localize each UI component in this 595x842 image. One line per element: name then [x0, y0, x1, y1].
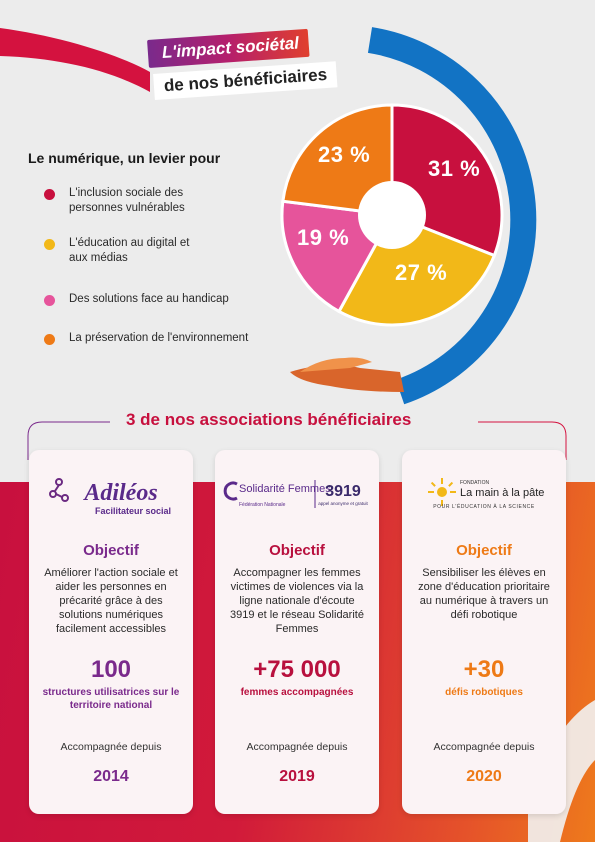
card-stat: +75 000 — [253, 656, 341, 683]
association-card-solidarite-femmes: Solidarité Femmes Fédération Nationale 3… — [215, 450, 379, 814]
solidarite-femmes-logo: Solidarité Femmes Fédération Nationale 3… — [215, 472, 379, 522]
lever-title: Le numérique, un levier pour — [28, 150, 221, 166]
card-year: 2019 — [279, 768, 315, 785]
association-card-adileos: Adiléos Facilitateur social Objectif Amé… — [29, 450, 193, 814]
pie-label-inclusion: 31 % — [428, 156, 481, 181]
legend-dot — [44, 295, 55, 306]
solidarite-logo-sub: Fédération Nationale — [239, 502, 286, 508]
card-year: 2020 — [466, 768, 502, 785]
header-line-left — [27, 421, 110, 460]
solidarite-femmes-logo-icon: Solidarité Femmes Fédération Nationale 3… — [223, 480, 369, 508]
main-a-la-pate-sub: POUR L'ÉDUCATION À LA SCIENCE — [433, 503, 535, 510]
title-line-2: de nos bénéficiaires — [153, 61, 338, 100]
fondation-text: FONDATION — [460, 480, 489, 486]
sun-icon — [428, 478, 456, 506]
card-description: Améliorer l'action sociale et aider les … — [44, 567, 178, 635]
card-since-label: Accompagnée depuis — [60, 741, 162, 753]
card-objective: Objectif — [456, 542, 512, 559]
card-since-label: Accompagnée depuis — [246, 741, 348, 753]
card-stat-label: structures utilisatrices sur le territoi… — [42, 687, 180, 711]
pie-label-handicap: 19 % — [297, 225, 350, 250]
card-objective: Objectif — [83, 542, 139, 559]
pie-label-education: 27 % — [395, 260, 448, 285]
main-a-la-pate-logo: FONDATION La main à la pâte POUR L'ÉDUCA… — [402, 472, 566, 522]
pie-chart — [280, 103, 504, 327]
legend-dot — [44, 334, 55, 345]
main-a-la-pate-logo-icon: FONDATION La main à la pâte POUR L'ÉDUCA… — [428, 478, 544, 510]
legend-item-handicap: Des solutions face au handicap — [44, 292, 284, 307]
card-stat-label: femmes accompagnées — [240, 687, 354, 698]
legend-label: L'éducation au digital et aux médias — [69, 237, 190, 264]
header-line-right — [478, 421, 567, 460]
legend-item-environment: La préservation de l'environnement — [44, 331, 284, 346]
pie-label-environment: 23 % — [318, 142, 371, 167]
pie-slice-environment — [281, 103, 394, 217]
legend-label: Des solutions face au handicap — [69, 293, 229, 305]
solidarite-logo-number: 3919 — [325, 483, 361, 500]
legend-dot — [44, 189, 55, 200]
card-since-label: Accompagnée depuis — [433, 741, 535, 753]
main-a-la-pate-text: La main à la pâte — [460, 487, 544, 499]
blue-arc — [367, 27, 537, 405]
card-stat: +30 — [463, 656, 505, 683]
legend-label: La préservation de l'environnement — [69, 332, 249, 344]
legend-dot — [44, 239, 55, 250]
solidarite-logo-text: Solidarité Femmes — [239, 483, 331, 495]
page-title: L'impact sociétal de nos bénéficiaires — [147, 28, 338, 100]
card-year: 2014 — [93, 768, 129, 785]
card-stat: 100 — [90, 656, 132, 683]
card-description: Sensibiliser les élèves en zone d'éducat… — [418, 567, 550, 621]
adileos-logo-text: Adiléos — [82, 480, 157, 506]
card-description: Accompagner les femmes victimes de viole… — [230, 567, 364, 635]
legend-item-education: L'éducation au digital et aux médias — [44, 236, 204, 266]
hand-illustration — [290, 357, 404, 392]
adileos-logo-icon: Adiléos Facilitateur social — [49, 478, 171, 516]
pie-center-hole — [358, 181, 426, 249]
solidarite-logo-number-sub: appel anonyme et gratuit — [318, 501, 368, 506]
association-card-main-a-la-pate: FONDATION La main à la pâte POUR L'ÉDUCA… — [402, 450, 566, 814]
adileos-logo-sub: Facilitateur social — [95, 506, 171, 516]
legend-label: L'inclusion sociale des personnes vulnér… — [69, 187, 185, 214]
adileos-logo: Adiléos Facilitateur social — [29, 472, 193, 522]
card-objective: Objectif — [269, 542, 325, 559]
associations-title: 3 de nos associations bénéficiaires — [118, 410, 420, 430]
legend-item-inclusion: L'inclusion sociale des personnes vulnér… — [44, 186, 204, 216]
card-stat-label: défis robotiques — [445, 687, 523, 698]
red-swoosh — [0, 28, 150, 92]
